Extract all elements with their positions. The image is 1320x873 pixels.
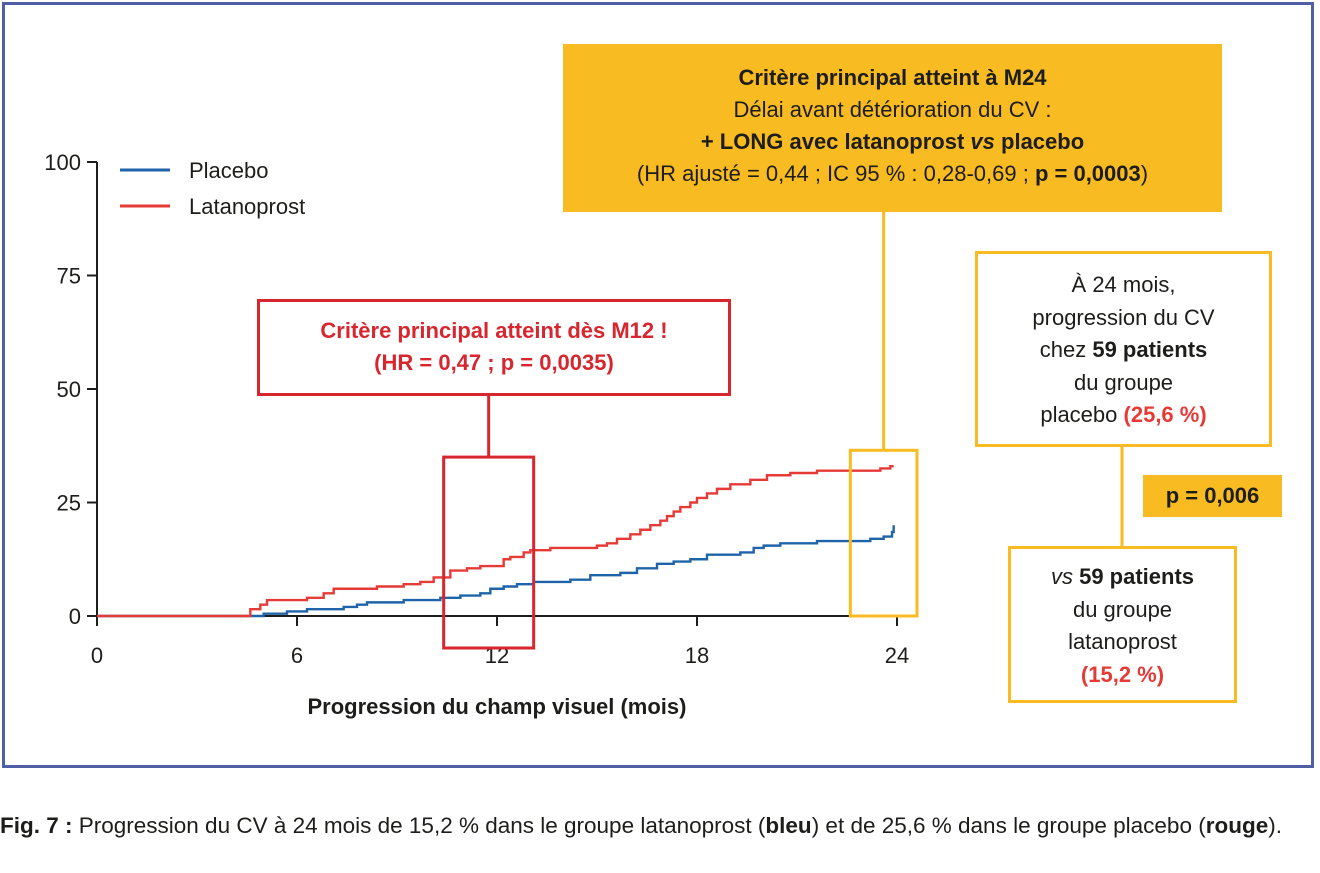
callout-latanoprost: vs 59 patients du groupe latanoprost (15… [1008, 546, 1237, 703]
y-tick-label: 50 [57, 377, 81, 402]
callout-placebo-line4: du groupe [1073, 369, 1174, 395]
figure-caption: Fig. 7 : Progression du CV à 24 mois de … [0, 813, 1282, 838]
callout-m24-line4: (HR ajusté = 0,44 ; IC 95 % : 0,28-0,69 … [636, 161, 1149, 186]
callout-placebo-line3: chez 59 patients [1039, 337, 1208, 362]
callout-lat-line2: du groupe [1072, 596, 1173, 622]
callout-lat-line1: vs 59 patients [1050, 564, 1195, 589]
callout-m12-title: Critère principal atteint dès M12 ! [320, 318, 668, 343]
caption-label: Fig. 7 : [0, 813, 73, 838]
series-placebo-line [97, 525, 895, 618]
legend-label-latanoprost: Latanoprost [189, 194, 305, 219]
callout-lat-line3: latanoprost [1068, 629, 1177, 654]
chart-series [97, 464, 895, 618]
x-axis-label: Progression du champ visuel (mois) [308, 694, 687, 719]
callout-m12: Critère principal atteint dès M12 ! (HR … [257, 299, 731, 396]
y-tick-label: 75 [57, 264, 81, 289]
chart-legend: Placebo Latanoprost [120, 158, 305, 219]
figure-frame [2, 2, 1314, 768]
callout-connectors [487, 212, 1124, 546]
highlight-m12-box [442, 455, 536, 650]
x-tick-label: 0 [91, 643, 103, 668]
callout-placebo: À 24 mois, progression du CV chez 59 pat… [975, 251, 1272, 447]
callout-m24-title: Critère principal atteint à M24 [738, 65, 1047, 90]
callout-placebo-line5: placebo (25,6 %) [1040, 402, 1207, 427]
chart-highlights [442, 448, 919, 650]
x-tick-label: 24 [885, 643, 909, 668]
x-tick-label: 18 [685, 643, 709, 668]
y-tick-label: 100 [44, 150, 81, 175]
callout-placebo-line1: À 24 mois, [1071, 272, 1176, 297]
callout-m12-stats: (HR = 0,47 ; p = 0,0035) [374, 350, 614, 375]
callout-m24-line3: + LONG avec latanoprost vs placebo [700, 129, 1085, 154]
y-tick-label: 25 [57, 491, 81, 516]
callout-m24-line2: Délai avant détérioration du CV : [733, 97, 1052, 122]
highlight-m24-box [848, 448, 919, 618]
series-latanoprost-line [97, 464, 894, 618]
p-value-badge: p = 0,006 [1143, 475, 1282, 517]
callout-lat-line4: (15,2 %) [1080, 661, 1165, 687]
callout-m24: Critère principal atteint à M24 Délai av… [563, 44, 1222, 212]
callout-placebo-line2: progression du CV [1032, 304, 1215, 330]
legend-label-placebo: Placebo [189, 158, 269, 183]
x-tick-label: 6 [291, 643, 303, 668]
y-tick-label: 0 [69, 604, 81, 629]
